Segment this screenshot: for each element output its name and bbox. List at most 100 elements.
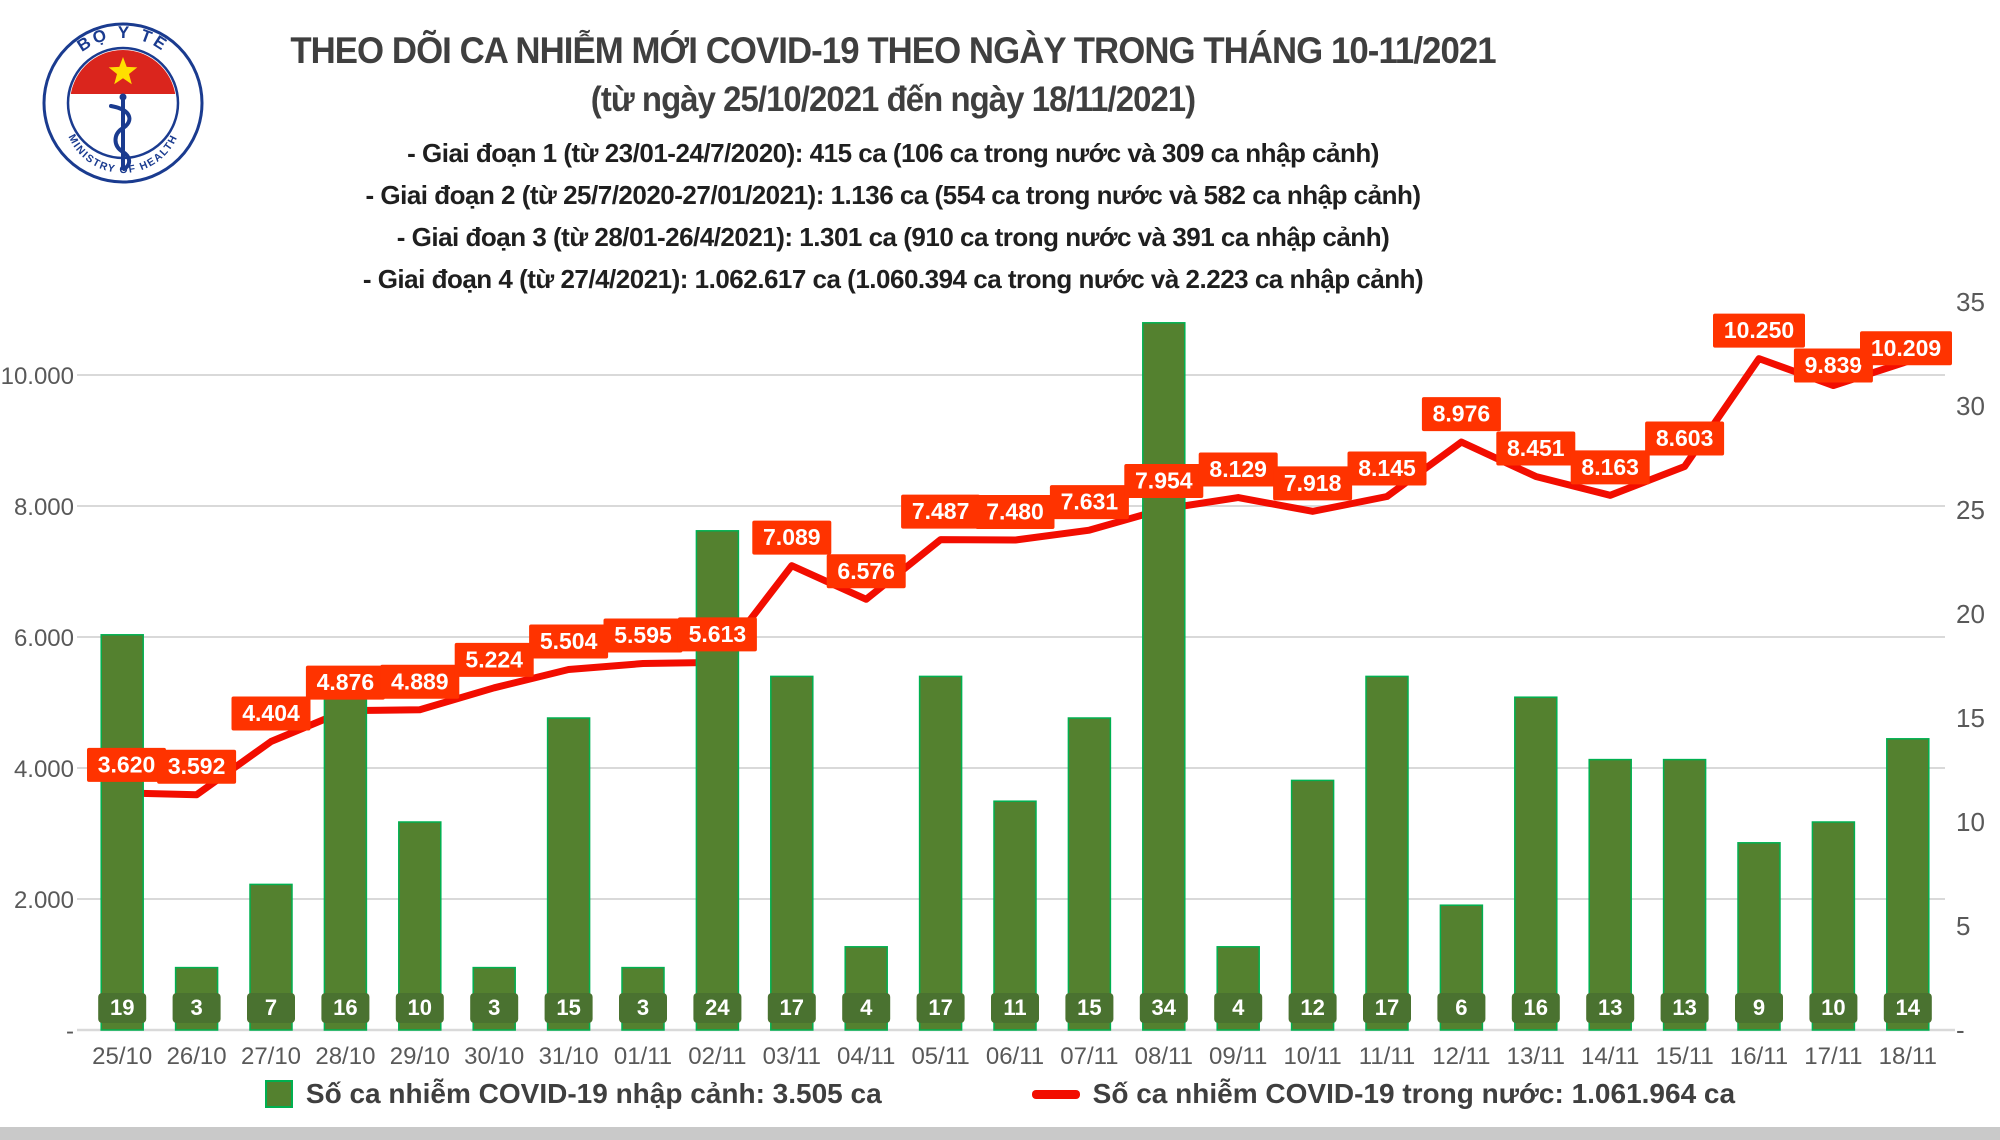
line-label-value: 7.954: [1135, 468, 1193, 494]
date-label: 18/11: [1879, 1043, 1937, 1070]
bar-value-badge: [1586, 993, 1635, 1023]
bar-06/11: [993, 800, 1037, 1031]
bar-value-badge: [767, 993, 816, 1023]
line-label-value: 8.129: [1209, 456, 1267, 482]
line-label-box: [752, 520, 832, 555]
bar-value-label: 10: [408, 995, 432, 1020]
domestic-cases-line: [118, 355, 1912, 799]
date-label: 13/11: [1507, 1043, 1565, 1070]
line-label-value: 8.976: [1433, 401, 1491, 427]
line-label-box: [1713, 313, 1805, 348]
line-label-box: [1793, 348, 1873, 383]
line-label-box: [157, 749, 237, 784]
line-label-box: [826, 554, 906, 589]
right-axis-tick: -: [1956, 1015, 1965, 1045]
line-label-value: 5.613: [689, 621, 747, 647]
line-label-box: [1496, 431, 1576, 466]
line-label-box: [1421, 397, 1501, 432]
bar-13/11: [1514, 696, 1558, 1031]
line-label-box: [1860, 331, 1952, 366]
date-label: 14/11: [1581, 1043, 1639, 1070]
bar-value-badge: [247, 993, 295, 1023]
bar-value-badge: [1214, 993, 1263, 1023]
bar-value-label: 16: [333, 995, 357, 1020]
date-label: 05/11: [911, 1043, 969, 1070]
bar-value-label: 17: [780, 995, 804, 1020]
chart-subtitle: (từ ngày 25/10/2021 đến ngày 18/11/2021): [590, 80, 1196, 119]
bar-value-badge: [693, 993, 742, 1023]
date-label: 01/11: [614, 1043, 672, 1070]
bar-value-label: 3: [190, 995, 202, 1020]
phase-4-line: - Giai đoạn 4 (từ 27/4/2021): 1.062.617 …: [362, 264, 1424, 294]
legend-domestic-label: Số ca nhiễm COVID-19 trong nước: 1.061.9…: [1092, 1078, 1736, 1109]
bar-value-label: 13: [1672, 995, 1696, 1020]
bar-value-badge: [544, 993, 593, 1023]
logo-snake-icon: [109, 104, 132, 171]
bar-value-label: 9: [1753, 995, 1765, 1020]
legend-item-domestic: Số ca nhiễm COVID-19 trong nước: 1.061.9…: [1031, 1078, 1736, 1110]
date-label: 04/11: [837, 1043, 895, 1070]
bar-value-label: 3: [637, 995, 649, 1020]
chart-legend: Số ca nhiễm COVID-19 nhập cảnh: 3.505 ca…: [0, 1078, 2000, 1110]
bar-10/11: [1290, 779, 1335, 1031]
line-label-box: [1049, 485, 1129, 520]
chart-title: THEO DÕI CA NHIỄM MỚI COVID-19 THEO NGÀY…: [290, 30, 1496, 71]
phase-summary-block: - Giai đoạn 1 (từ 23/01-24/7/2020): 415 …: [0, 132, 1786, 300]
bar-value-badge: [842, 993, 891, 1023]
bar-31/10: [546, 717, 591, 1031]
ministry-of-health-logo: BỘ Y TẾ MINISTRY OF HEALTH: [38, 18, 208, 188]
date-label: 10/11: [1283, 1043, 1341, 1070]
line-label-value: 5.504: [540, 628, 598, 654]
legend-bar-swatch-icon: [264, 1080, 293, 1108]
bar-value-label: 6: [1455, 995, 1467, 1020]
bar-value-label: 12: [1300, 995, 1324, 1020]
date-label: 12/11: [1432, 1043, 1490, 1070]
line-label-value: 7.480: [986, 499, 1044, 525]
bar-25/10: [100, 634, 144, 1031]
left-axis-tick: 4.000: [14, 756, 74, 783]
line-label-value: 4.889: [391, 668, 449, 694]
bar-value-badge: [1809, 993, 1858, 1023]
date-label: 26/10: [167, 1043, 227, 1070]
left-axis-tick: 6.000: [14, 625, 74, 652]
line-label-value: 9.839: [1805, 352, 1863, 378]
bar-18/11: [1886, 738, 1930, 1031]
line-label-box: [603, 618, 683, 653]
bar-value-label: 34: [1152, 995, 1177, 1020]
left-axis-tick: 2.000: [14, 887, 74, 914]
bar-value-badge: [619, 993, 667, 1023]
line-label-value: 8.451: [1507, 435, 1565, 461]
right-axis-tick: 25: [1956, 495, 1985, 525]
right-axis-tick: 15: [1956, 703, 1985, 733]
line-label-value: 5.224: [465, 646, 523, 672]
phase-3-line: - Giai đoạn 3 (từ 28/01-26/4/2021): 1.30…: [396, 222, 1390, 252]
phase-1-line: - Giai đoạn 1 (từ 23/01-24/7/2020): 415 …: [407, 138, 1379, 168]
line-label-box: [1198, 452, 1278, 487]
line-label-value: 4.404: [242, 700, 300, 726]
line-label-value: 4.876: [317, 669, 375, 695]
right-axis-tick: 20: [1956, 599, 1985, 629]
date-label: 27/10: [241, 1043, 301, 1070]
line-label-box: [1645, 421, 1725, 456]
bar-28/10: [323, 696, 368, 1031]
legend-imported-label: Số ca nhiễm COVID-19 nhập cảnh: 3.505 ca: [305, 1078, 882, 1109]
bar-value-label: 13: [1598, 995, 1622, 1020]
bar-value-badge: [395, 993, 444, 1023]
bar-value-label: 24: [705, 995, 730, 1020]
bar-value-label: 17: [928, 995, 952, 1020]
line-label-box: [1570, 450, 1650, 485]
bar-value-badge: [321, 993, 370, 1023]
line-label-value: 7.089: [763, 524, 821, 550]
date-label: 09/11: [1209, 1043, 1267, 1070]
line-label-box: [87, 747, 166, 782]
bar-11/11: [1365, 675, 1409, 1031]
line-label-value: 10.209: [1871, 335, 1941, 361]
bar-value-label: 4: [860, 995, 873, 1020]
bar-value-badge: [1288, 993, 1337, 1023]
bar-value-badge: [1660, 993, 1709, 1023]
line-label-value: 6.576: [837, 558, 895, 584]
date-label: 29/10: [390, 1043, 450, 1070]
bar-02/11: [695, 530, 740, 1031]
bar-value-label: 15: [556, 995, 580, 1020]
